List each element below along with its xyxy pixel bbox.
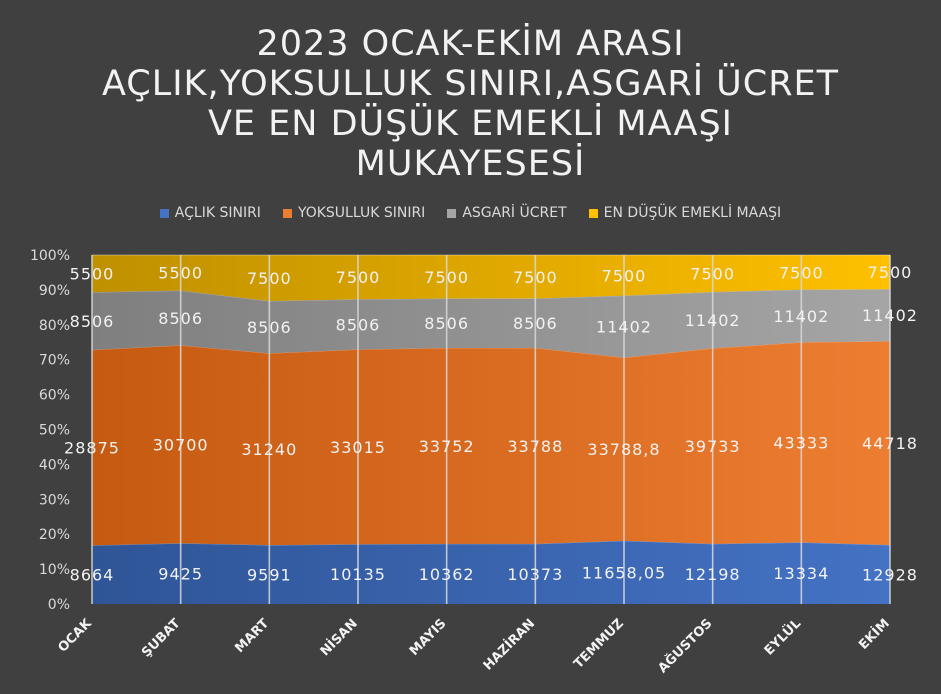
data-label: 8664 — [70, 566, 115, 585]
data-label: 31240 — [241, 440, 297, 459]
data-label: 11402 — [862, 306, 918, 325]
data-label: 39733 — [685, 437, 741, 456]
y-tick-label: 30% — [39, 492, 70, 508]
x-tick-label: OCAK — [55, 616, 95, 656]
legend-label: EN DÜŞÜK EMEKLİ MAAŞI — [603, 205, 782, 221]
legend-label: AÇLIK SINIRI — [174, 205, 261, 221]
legend-item: AÇLIK SINIRI — [159, 205, 261, 221]
x-tick-label: TEMMUZ — [571, 616, 627, 672]
y-tick-label: 90% — [39, 283, 70, 299]
data-label: 10135 — [330, 565, 386, 584]
data-label: 8506 — [158, 309, 203, 328]
data-label: 5500 — [158, 264, 203, 283]
x-tick-label: AĞUSTOS — [655, 616, 716, 677]
data-label: 30700 — [153, 435, 209, 454]
chart-title-line-2: AÇLIK,YOKSULLUK SINIRI,ASGARİ ÜCRET — [101, 64, 840, 104]
y-tick-label: 60% — [39, 388, 70, 404]
data-label: 8506 — [424, 314, 469, 333]
data-label: 28875 — [64, 439, 120, 458]
data-label: 7500 — [868, 263, 913, 282]
x-tick-label: HAZİRAN — [480, 616, 538, 674]
data-label: 7500 — [247, 269, 292, 288]
data-label: 5500 — [70, 265, 115, 284]
data-label: 13334 — [773, 564, 829, 583]
series-boundary — [91, 340, 891, 359]
data-label: 8506 — [513, 314, 558, 333]
data-label: 7500 — [336, 268, 381, 287]
data-label: 10373 — [507, 565, 563, 584]
x-tick-label: NİSAN — [317, 616, 361, 660]
data-label: 11402 — [773, 307, 829, 326]
y-tick-label: 20% — [39, 527, 70, 543]
chart-title-line-3: VE EN DÜŞÜK EMEKLİ MAAŞI — [207, 104, 733, 144]
data-label: 33788 — [507, 437, 563, 456]
data-label: 11402 — [596, 318, 652, 337]
chart-title-line-1: 2023 OCAK-EKİM ARASI — [256, 24, 685, 64]
x-tick-label: MART — [232, 616, 272, 656]
legend-swatch — [159, 208, 169, 218]
legend-item: EN DÜŞÜK EMEKLİ MAAŞI — [588, 205, 782, 221]
legend-swatch — [447, 208, 457, 218]
legend-item: ASGARİ ÜCRET — [447, 205, 567, 221]
y-tick-label: 70% — [39, 353, 70, 369]
chart-title-line-4: MUKAYESESİ — [355, 144, 586, 184]
data-label: 8506 — [336, 315, 381, 334]
data-label: 10362 — [419, 565, 475, 584]
data-label: 44718 — [862, 434, 918, 453]
data-label: 33752 — [419, 437, 475, 456]
legend-swatch — [588, 208, 598, 218]
data-label: 12928 — [862, 566, 918, 585]
x-tick-label: EKİM — [856, 616, 893, 653]
data-label: 7500 — [513, 268, 558, 287]
y-tick-label: 0% — [48, 597, 70, 613]
x-tick-label: ŞUBAT — [139, 616, 183, 660]
series-area — [92, 540, 890, 604]
data-label: 7500 — [779, 263, 824, 282]
series-area — [92, 289, 890, 358]
data-label: 12198 — [685, 565, 741, 584]
data-label: 43333 — [773, 433, 829, 452]
data-label: 8506 — [70, 312, 115, 331]
y-tick-label: 100% — [30, 248, 70, 264]
data-label: 33015 — [330, 438, 386, 457]
legend-label: YOKSULLUK SINIRI — [297, 205, 426, 221]
data-label: 7500 — [602, 266, 647, 285]
y-tick-label: 10% — [39, 562, 70, 578]
x-tick-label: EYLÜL — [761, 616, 804, 659]
series-area — [92, 255, 890, 302]
data-label: 11402 — [685, 311, 741, 330]
y-tick-label: 80% — [39, 318, 70, 334]
data-label: 9591 — [247, 566, 292, 585]
legend-item: YOKSULLUK SINIRI — [282, 205, 426, 221]
data-label: 11658,05 — [582, 563, 666, 582]
data-label: 33788,8 — [587, 440, 660, 459]
chart-legend: AÇLIK SINIRI YOKSULLUK SINIRI ASGARİ ÜCR… — [0, 205, 941, 221]
data-label: 7500 — [690, 264, 735, 283]
y-tick-label: 40% — [39, 457, 70, 473]
data-label: 8506 — [247, 318, 292, 337]
legend-swatch — [282, 208, 292, 218]
x-tick-label: MAYIS — [407, 616, 450, 659]
data-label: 7500 — [424, 268, 469, 287]
series-area — [92, 341, 890, 546]
data-label: 9425 — [158, 565, 203, 584]
legend-label: ASGARİ ÜCRET — [462, 205, 567, 221]
y-tick-label: 50% — [39, 423, 70, 439]
